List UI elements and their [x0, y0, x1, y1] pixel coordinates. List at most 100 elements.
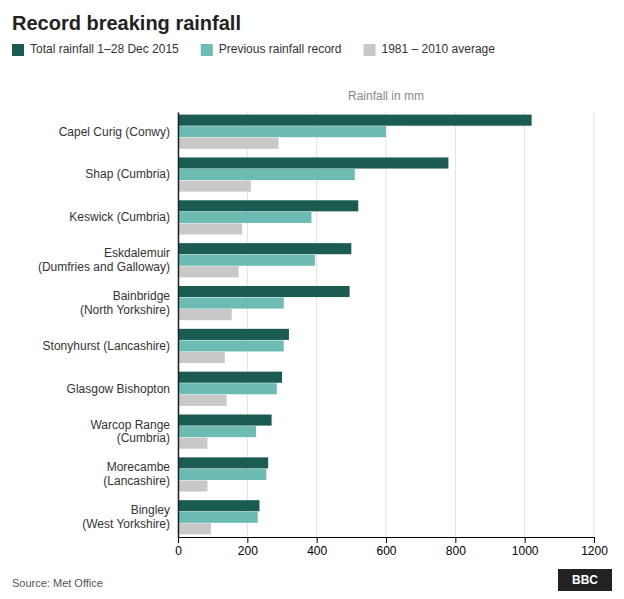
tick: 600: [376, 537, 396, 558]
tick-label-line: (Lancashire): [103, 474, 170, 488]
tick-label-line: Morecambe: [107, 460, 171, 474]
bar: [178, 200, 358, 211]
bar: [178, 309, 232, 320]
legend-swatch: [12, 44, 24, 56]
bar: [178, 383, 277, 394]
tick-label: 600: [376, 544, 396, 558]
axis-label: Rainfall in mm: [348, 89, 424, 103]
legend-item: Total rainfall 1–28 Dec 2015: [12, 42, 179, 56]
bar: [178, 512, 258, 523]
bars: [178, 115, 532, 535]
tick-label: 800: [446, 544, 466, 558]
legend-item: 1981 – 2010 average: [363, 42, 495, 56]
tick-label: Keswick (Cumbria): [69, 210, 170, 224]
bar: [178, 523, 211, 534]
bar: [178, 286, 350, 297]
legend-label: Total rainfall 1–28 Dec 2015: [30, 42, 179, 56]
tick: Capel Curig (Conwy): [59, 125, 178, 139]
bar: [178, 115, 532, 126]
tick: Eskdalemuir(Dumfries and Galloway): [38, 246, 178, 274]
bar: [178, 395, 227, 406]
bar: [178, 457, 268, 468]
bar: [178, 138, 279, 149]
bar: [178, 329, 289, 340]
bar: [178, 243, 351, 254]
tick-label-line: Eskdalemuir: [104, 246, 170, 260]
chart: Record breaking rainfall Total rainfall 1…: [0, 0, 624, 599]
grid-line: [524, 112, 525, 537]
tick-label-line: Bingley: [131, 503, 170, 517]
bar: [178, 181, 251, 192]
bar: [178, 223, 242, 234]
bar: [178, 480, 207, 491]
bar: [178, 340, 284, 351]
bar: [178, 426, 256, 437]
tick-mark: [455, 537, 456, 543]
tick: 400: [307, 537, 327, 558]
tick-label: Eskdalemuir(Dumfries and Galloway): [38, 246, 170, 274]
tick: Morecambe(Lancashire): [103, 460, 178, 488]
bar: [178, 298, 284, 309]
bar: [178, 255, 315, 266]
tick-label: 200: [238, 544, 258, 558]
tick-mark: [594, 537, 595, 543]
tick: 800: [446, 537, 466, 558]
tick: 1000: [512, 537, 539, 558]
bar: [178, 438, 207, 449]
grid-line: [455, 112, 456, 537]
bar: [178, 469, 266, 480]
tick-mark: [178, 537, 179, 543]
bar: [178, 352, 225, 363]
tick: Glasgow Bishopton: [67, 382, 178, 396]
legend-swatch: [363, 44, 375, 56]
tick-label: Morecambe(Lancashire): [103, 460, 170, 488]
tick-label-line: Stonyhurst (Lancashire): [43, 339, 170, 353]
legend-label: 1981 – 2010 average: [381, 42, 495, 56]
tick: Shap (Cumbria): [85, 167, 178, 181]
plot: 020040060080010001200Capel Curig (Conwy)…: [38, 112, 608, 558]
bar: [178, 500, 259, 511]
tick-label: Bainbridge(North Yorkshire): [80, 289, 170, 317]
legend-item: Previous rainfall record: [201, 42, 342, 56]
annotation: Source: Met Office: [12, 577, 103, 589]
axis-line: [178, 113, 180, 538]
tick-label: Glasgow Bishopton: [67, 382, 170, 396]
bar: [178, 266, 239, 277]
tick: 0: [175, 537, 182, 558]
tick: Keswick (Cumbria): [69, 210, 178, 224]
tick-label: 1000: [512, 544, 539, 558]
tick-label: Bingley(West Yorkshire): [82, 503, 170, 531]
tick: Warcop Range(Cumbria): [90, 418, 178, 446]
y-axis: Capel Curig (Conwy) Shap (Cumbria) Keswick…: [38, 113, 179, 538]
grid-line: [386, 112, 387, 537]
tick-label-line: Bainbridge: [113, 289, 171, 303]
tick-mark: [386, 537, 387, 543]
tick: 200: [238, 537, 258, 558]
tick-label: 400: [307, 544, 327, 558]
tick-label-line: (Cumbria): [117, 431, 170, 445]
tick-mark: [247, 537, 248, 543]
tick-label: Warcop Range(Cumbria): [90, 418, 170, 446]
tick-label-line: Keswick (Cumbria): [69, 210, 170, 224]
tick: Stonyhurst (Lancashire): [43, 339, 178, 353]
grid: [178, 112, 594, 537]
tick-label-line: Shap (Cumbria): [85, 167, 170, 181]
legend-label: Previous rainfall record: [219, 42, 342, 56]
tick-label-line: Glasgow Bishopton: [67, 382, 170, 396]
tick-label-line: Warcop Range: [90, 418, 170, 432]
title: Record breaking rainfall: [12, 12, 241, 34]
bar: [178, 126, 386, 137]
bar: [178, 212, 311, 223]
grid-line: [594, 112, 595, 537]
x-axis: 020040060080010001200: [175, 537, 608, 558]
badge: BBC: [558, 569, 612, 591]
legend: Total rainfall 1–28 Dec 2015 Previous rai…: [12, 42, 495, 56]
axis-line: [179, 538, 595, 544]
tick-label: Stonyhurst (Lancashire): [43, 339, 170, 353]
tick-mark: [317, 537, 318, 543]
tick-label: Capel Curig (Conwy): [59, 125, 170, 139]
bar: [178, 372, 282, 383]
bar: [178, 169, 355, 180]
tick-label-line: (Dumfries and Galloway): [38, 260, 170, 274]
bar: [178, 157, 448, 168]
